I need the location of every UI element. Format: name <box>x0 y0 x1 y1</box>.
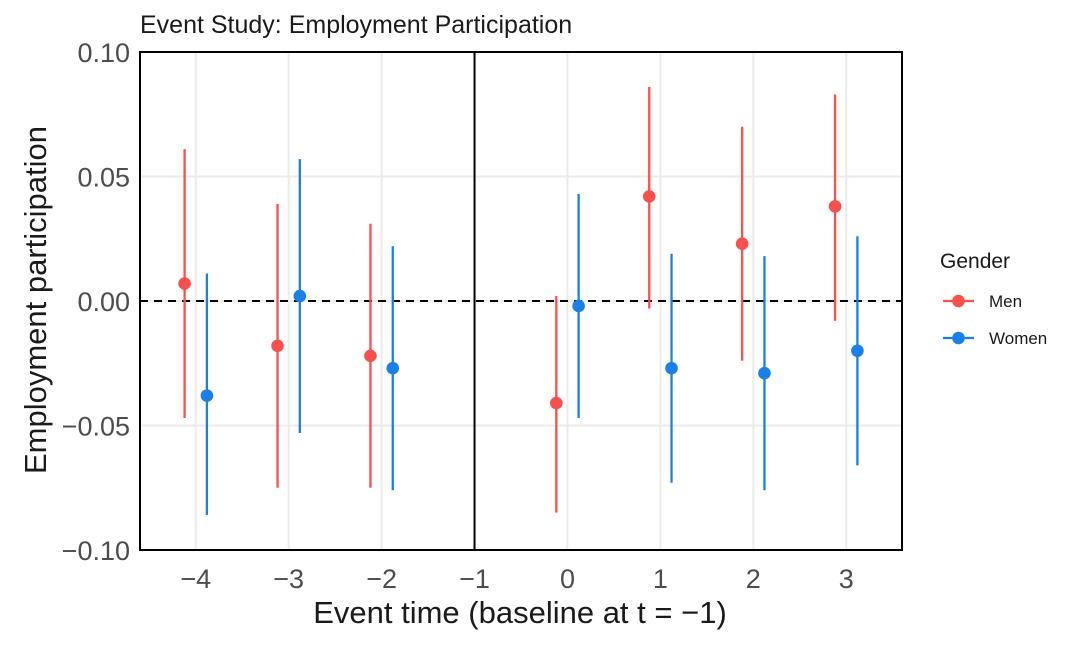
y-axis-title: Employment participation <box>18 126 53 474</box>
y-tick-label: 0.00 <box>77 287 130 317</box>
women-point <box>386 361 400 375</box>
x-tick-label: 2 <box>746 564 761 594</box>
legend-men-key <box>952 294 965 308</box>
men-point <box>550 396 563 410</box>
women-point <box>572 299 585 313</box>
x-axis-title: Event time (baseline at t = −1) <box>313 595 727 630</box>
men-point <box>364 349 377 363</box>
men-point <box>735 237 749 251</box>
men-point <box>271 339 284 353</box>
y-tick-label: −0.05 <box>62 412 130 442</box>
y-tick-label: 0.05 <box>77 163 130 193</box>
x-tick-label: −3 <box>273 564 304 594</box>
legend-men-label: Men <box>989 292 1022 311</box>
x-tick-label: −4 <box>180 564 211 594</box>
women-point <box>851 344 864 358</box>
x-tick-label: 0 <box>560 564 575 594</box>
women-point <box>665 361 678 375</box>
x-tick-label: −1 <box>459 564 490 594</box>
legend-women-key <box>952 331 965 345</box>
chart-title: Event Study: Employment Participation <box>140 11 572 39</box>
y-tick-label: −0.10 <box>62 536 130 566</box>
men-point <box>178 277 191 290</box>
women-point <box>200 389 214 402</box>
women-point <box>758 366 771 380</box>
panel-border <box>139 51 903 551</box>
legend-title: Gender <box>940 250 1010 273</box>
men-point <box>642 190 656 203</box>
men-point <box>828 200 842 213</box>
x-tick-label: 3 <box>839 564 854 594</box>
y-tick-label: 0.10 <box>77 38 130 68</box>
x-tick-label: −2 <box>366 564 397 594</box>
legend: Gender Men Women <box>940 250 1047 348</box>
plot-area: −0.10 −0.05 0.00 0.05 0.10 −4 −3 −2 −1 0 1 2 3 <box>62 38 903 594</box>
x-tick-label: 1 <box>653 564 668 594</box>
legend-women-label: Women <box>989 329 1047 348</box>
women-point <box>293 289 307 303</box>
